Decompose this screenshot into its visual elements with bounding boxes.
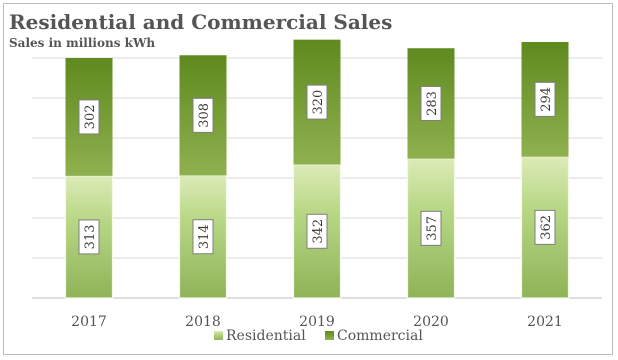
x-tick-label: 2021 <box>527 314 563 330</box>
chart-title: Residential and Commercial Sales <box>9 10 393 34</box>
x-tick-label: 2018 <box>185 314 221 330</box>
legend-item-residential: Residential <box>214 328 306 344</box>
data-label-commercial-2017: 302 <box>78 99 100 135</box>
svg-text:314: 314 <box>197 224 212 249</box>
svg-text:308: 308 <box>197 103 212 128</box>
x-tick-label: 2017 <box>71 314 107 330</box>
data-label-commercial-2019: 320 <box>306 84 328 120</box>
x-tick-label: 2019 <box>299 314 335 330</box>
svg-text:320: 320 <box>311 90 326 115</box>
svg-text:362: 362 <box>539 215 554 240</box>
legend-swatch <box>214 331 223 340</box>
data-label-residential-2019: 342 <box>306 213 328 249</box>
svg-text:302: 302 <box>83 105 98 130</box>
data-label-commercial-2020: 283 <box>420 85 442 121</box>
svg-text:294: 294 <box>539 87 554 112</box>
data-label-residential-2020: 357 <box>420 210 442 246</box>
legend-label: Commercial <box>337 328 423 344</box>
data-label-residential-2017: 313 <box>78 219 100 255</box>
legend-item-commercial: Commercial <box>325 328 423 344</box>
data-label-commercial-2018: 308 <box>192 97 214 133</box>
data-label-commercial-2021: 294 <box>534 81 556 117</box>
data-label-residential-2021: 362 <box>534 209 556 245</box>
legend-label: Residential <box>226 328 306 344</box>
x-tick-label: 2020 <box>413 314 449 330</box>
svg-text:342: 342 <box>311 219 326 244</box>
data-label-residential-2018: 314 <box>192 219 214 255</box>
svg-text:357: 357 <box>425 216 440 241</box>
legend-swatch <box>325 331 334 340</box>
chart-subtitle: Sales in millions kWh <box>9 36 156 50</box>
svg-text:313: 313 <box>83 225 98 250</box>
svg-text:283: 283 <box>425 91 440 116</box>
